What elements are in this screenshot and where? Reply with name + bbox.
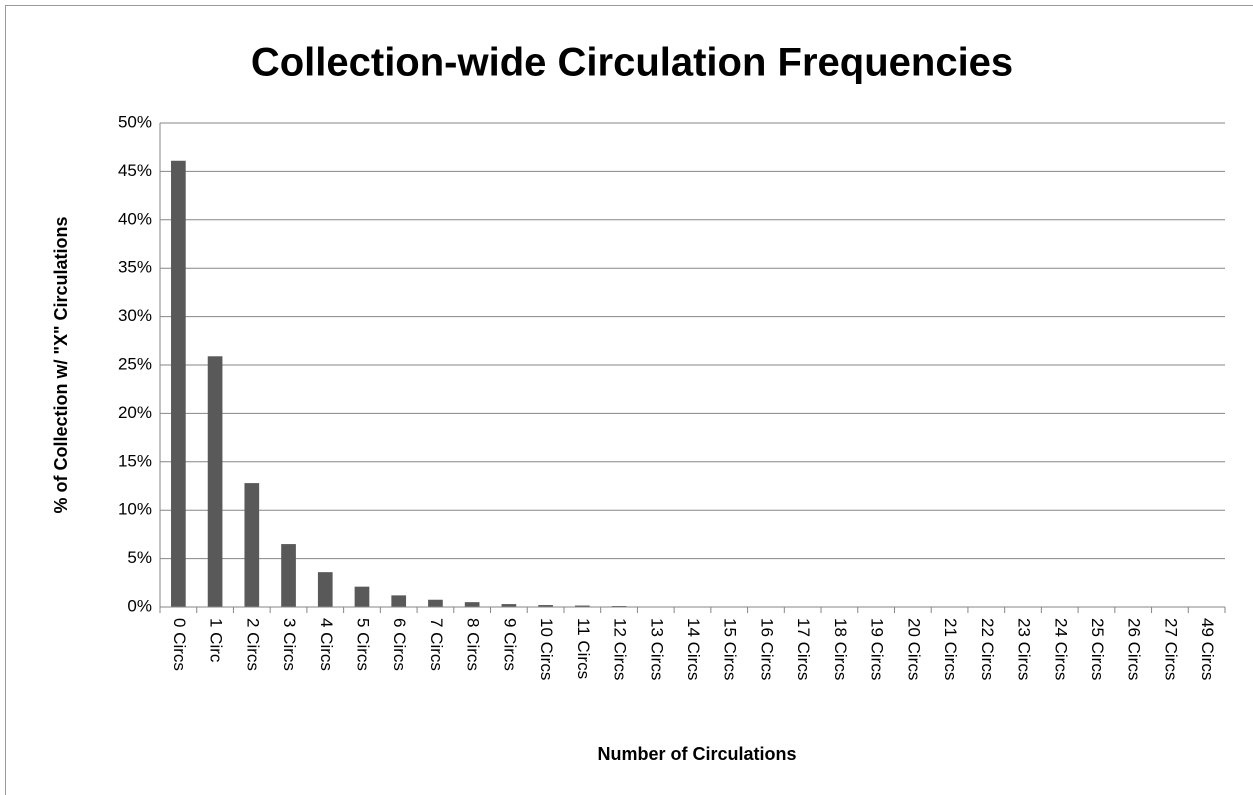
x-tick-label: 9 Circs — [500, 618, 519, 671]
x-tick-label: 16 Circs — [757, 618, 776, 680]
x-tick-label: 19 Circs — [868, 618, 887, 680]
x-axis-label: Number of Circulations — [597, 744, 796, 764]
bar — [428, 599, 443, 607]
y-tick-label: 15% — [118, 451, 152, 470]
x-tick-label: 4 Circs — [317, 618, 336, 671]
y-tick-label: 30% — [118, 306, 152, 325]
y-tick-label: 50% — [118, 112, 152, 131]
x-tick-label: 10 Circs — [537, 618, 556, 680]
bar — [207, 356, 223, 607]
bar — [464, 602, 480, 607]
chart-border — [5, 5, 1253, 795]
x-tick-label: 6 Circs — [390, 618, 409, 671]
bar — [538, 605, 553, 607]
x-tick-label: 25 Circs — [1088, 618, 1107, 680]
x-tick-label: 17 Circs — [794, 618, 813, 680]
y-tick-label: 0% — [127, 596, 152, 615]
x-tick-label: 23 Circs — [1015, 618, 1034, 680]
x-tick-label: 7 Circs — [427, 618, 446, 671]
y-axis-label: % of Collection w/ "X" Circulations — [51, 216, 71, 513]
x-tick-label: 8 Circs — [464, 618, 483, 671]
chart-title: Collection-wide Circulation Frequencies — [251, 41, 1013, 85]
x-tick-label: 13 Circs — [647, 618, 666, 680]
x-tick-label: 26 Circs — [1125, 618, 1144, 680]
y-tick-label: 10% — [118, 500, 152, 519]
bar — [171, 160, 186, 607]
x-tick-label: 20 Circs — [904, 618, 923, 680]
x-tick-label: 2 Circs — [243, 618, 262, 671]
x-tick-label: 5 Circs — [353, 618, 372, 671]
x-tick-label: 14 Circs — [684, 618, 703, 680]
bar — [391, 595, 407, 607]
x-tick-label: 18 Circs — [831, 618, 850, 680]
y-tick-label: 40% — [118, 209, 152, 228]
bar — [317, 572, 333, 607]
x-tick-label: 27 Circs — [1161, 618, 1180, 680]
x-tick-label: 1 Circ — [207, 618, 226, 663]
y-tick-label: 35% — [118, 258, 152, 277]
bar — [244, 483, 260, 607]
y-tick-label: 20% — [118, 403, 152, 422]
x-tick-label: 3 Circs — [280, 618, 299, 671]
x-tick-label: 24 Circs — [1051, 618, 1070, 680]
bar — [281, 544, 296, 607]
x-tick-label: 22 Circs — [978, 618, 997, 680]
bar — [354, 586, 370, 607]
y-tick-label: 45% — [118, 161, 152, 180]
y-tick-label: 5% — [127, 548, 152, 567]
x-tick-label: 11 Circs — [574, 618, 593, 679]
x-tick-label: 12 Circs — [611, 618, 630, 680]
x-tick-label: 49 Circs — [1198, 618, 1217, 680]
bar — [501, 604, 517, 607]
y-tick-label: 25% — [118, 354, 152, 373]
x-tick-label: 0 Circs — [170, 618, 189, 671]
bar — [574, 605, 590, 607]
x-tick-label: 21 Circs — [941, 618, 960, 680]
x-tick-label: 15 Circs — [721, 618, 740, 680]
